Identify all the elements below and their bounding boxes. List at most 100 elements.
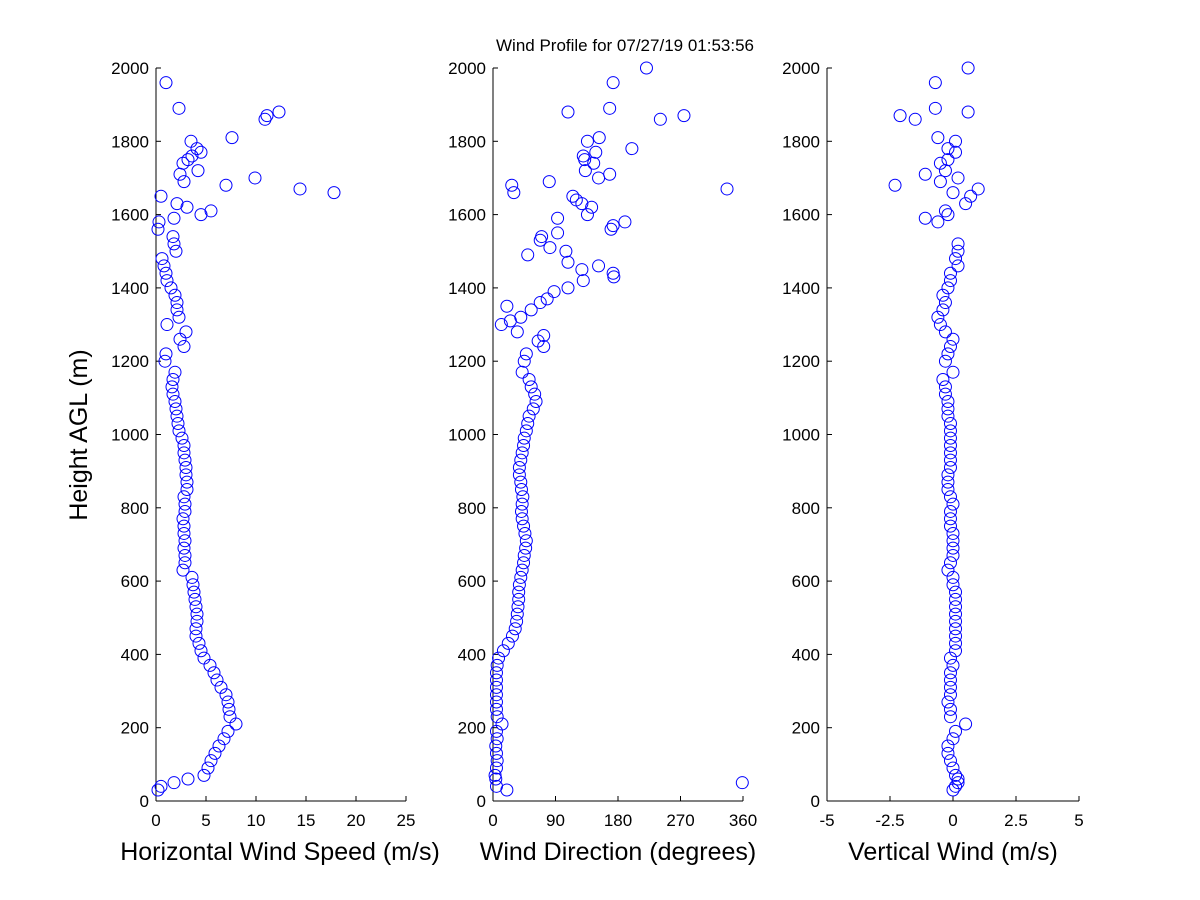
data-point xyxy=(943,512,957,526)
data-point xyxy=(540,292,554,306)
data-point xyxy=(951,259,965,273)
data-point xyxy=(893,109,907,123)
x-tick-label: 25 xyxy=(397,811,416,830)
data-point xyxy=(941,746,955,760)
x-tick-label: 10 xyxy=(247,811,266,830)
data-point xyxy=(229,717,243,731)
data-point xyxy=(517,431,531,445)
data-point xyxy=(180,475,194,489)
data-point xyxy=(949,779,963,793)
data-point xyxy=(943,438,957,452)
data-point xyxy=(580,134,594,148)
y-tick-label: 1400 xyxy=(448,279,486,298)
data-point xyxy=(208,746,222,760)
data-point xyxy=(489,673,503,687)
data-point xyxy=(677,109,691,123)
data-point xyxy=(160,318,174,332)
data-point xyxy=(928,76,942,90)
data-point xyxy=(173,167,187,181)
data-point xyxy=(184,134,198,148)
data-point xyxy=(197,768,211,782)
data-point xyxy=(561,281,575,295)
data-point xyxy=(512,592,526,606)
data-point xyxy=(514,475,528,489)
data-point xyxy=(168,365,182,379)
data-point xyxy=(961,61,975,75)
data-point xyxy=(561,105,575,119)
data-point xyxy=(490,732,504,746)
data-point xyxy=(181,153,195,167)
data-point xyxy=(943,417,957,431)
data-point xyxy=(514,570,528,584)
data-point xyxy=(514,504,528,518)
data-point xyxy=(248,171,262,185)
data-point xyxy=(190,614,204,628)
data-point xyxy=(189,629,203,643)
x-tick-label: 90 xyxy=(546,811,565,830)
data-point xyxy=(172,310,186,324)
y-tick-label: 200 xyxy=(121,719,149,738)
data-point xyxy=(578,164,592,178)
data-point xyxy=(176,512,190,526)
data-point xyxy=(517,556,531,570)
data-point xyxy=(946,732,960,746)
data-point xyxy=(606,219,620,233)
data-point xyxy=(918,211,932,225)
data-point xyxy=(943,754,957,768)
data-point xyxy=(543,241,557,255)
data-point xyxy=(177,340,191,354)
data-point xyxy=(489,779,503,793)
data-point xyxy=(512,578,526,592)
data-point xyxy=(489,666,503,680)
data-point xyxy=(946,548,960,562)
data-point xyxy=(943,266,957,280)
x-tick-label: 2.5 xyxy=(1004,811,1028,830)
data-point xyxy=(943,710,957,724)
data-point xyxy=(949,145,963,159)
data-point xyxy=(943,688,957,702)
data-point xyxy=(170,197,184,211)
data-point xyxy=(180,482,194,496)
data-point xyxy=(178,453,192,467)
data-point xyxy=(179,468,193,482)
data-point xyxy=(191,164,205,178)
data-point xyxy=(495,717,509,731)
data-point xyxy=(949,629,963,643)
data-point xyxy=(522,373,536,387)
data-point xyxy=(168,288,182,302)
data-point xyxy=(177,526,191,540)
data-point xyxy=(943,460,957,474)
data-point xyxy=(514,453,528,467)
y-tick-label: 400 xyxy=(121,645,149,664)
data-point xyxy=(606,76,620,90)
data-point xyxy=(179,460,193,474)
data-point xyxy=(949,636,963,650)
y-tick-label: 600 xyxy=(792,572,820,591)
data-point xyxy=(488,768,502,782)
data-point xyxy=(169,244,183,258)
data-point xyxy=(500,299,514,313)
data-point xyxy=(194,644,208,658)
data-point xyxy=(204,754,218,768)
data-point xyxy=(537,329,551,343)
data-point xyxy=(603,167,617,181)
data-point xyxy=(938,380,952,394)
data-point xyxy=(489,695,503,709)
data-point xyxy=(185,149,199,163)
x-axis-label: Wind Direction (degrees) xyxy=(480,838,757,866)
data-point xyxy=(951,244,965,258)
data-point xyxy=(908,112,922,126)
data-point xyxy=(938,325,952,339)
data-point xyxy=(217,732,231,746)
data-point xyxy=(949,134,963,148)
data-point xyxy=(510,325,524,339)
data-point xyxy=(489,761,503,775)
data-point xyxy=(949,585,963,599)
data-point xyxy=(946,332,960,346)
y-tick-label: 2000 xyxy=(448,59,486,78)
data-point xyxy=(943,274,957,288)
data-point xyxy=(941,142,955,156)
data-point xyxy=(157,259,171,273)
data-point xyxy=(592,259,606,273)
data-point xyxy=(941,468,955,482)
